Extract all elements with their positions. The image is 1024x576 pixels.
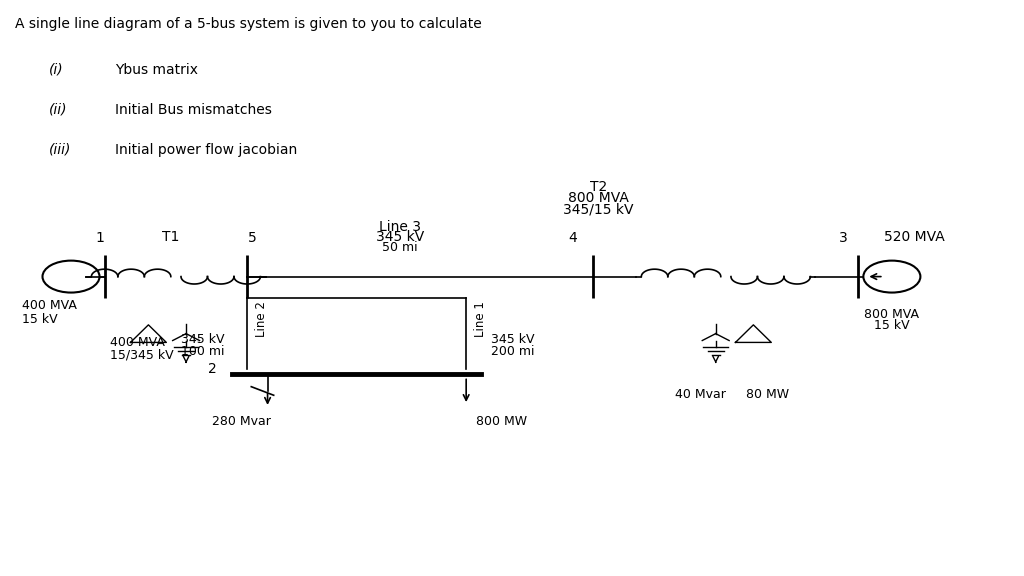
Text: (iii): (iii) <box>48 142 71 157</box>
Text: A single line diagram of a 5-bus system is given to you to calculate: A single line diagram of a 5-bus system … <box>15 17 481 31</box>
Text: 15 kV: 15 kV <box>23 313 57 325</box>
Text: Initial power flow jacobian: Initial power flow jacobian <box>115 142 297 157</box>
Text: 40 Mvar: 40 Mvar <box>675 388 726 401</box>
Text: 345 kV: 345 kV <box>490 333 535 346</box>
Text: 80 MW: 80 MW <box>746 388 790 401</box>
Text: 1: 1 <box>95 231 104 245</box>
Text: 4: 4 <box>568 231 578 245</box>
Text: Initial Bus mismatches: Initial Bus mismatches <box>115 103 271 116</box>
Text: 800 MW: 800 MW <box>476 415 527 427</box>
Text: 800 MVA: 800 MVA <box>568 191 629 205</box>
Text: 200 mi: 200 mi <box>490 346 535 358</box>
Text: 345 kV: 345 kV <box>181 333 224 346</box>
Text: 2: 2 <box>208 362 217 376</box>
Text: 400 MVA: 400 MVA <box>23 300 77 312</box>
Text: Ybus matrix: Ybus matrix <box>115 63 198 77</box>
Text: 50 mi: 50 mi <box>382 241 418 254</box>
Text: Line 1: Line 1 <box>474 301 487 338</box>
Text: 3: 3 <box>839 231 848 245</box>
Text: 520 MVA: 520 MVA <box>884 229 944 244</box>
Text: 345/15 kV: 345/15 kV <box>563 203 634 217</box>
Text: 345 kV: 345 kV <box>376 229 424 244</box>
Text: 15/345 kV: 15/345 kV <box>110 348 173 362</box>
Text: T2: T2 <box>590 180 607 194</box>
Text: 100 mi: 100 mi <box>181 346 224 358</box>
Text: T1: T1 <box>162 229 179 244</box>
Text: (ii): (ii) <box>48 103 68 116</box>
Text: (i): (i) <box>48 63 63 77</box>
Text: 400 MVA: 400 MVA <box>110 336 165 350</box>
Text: Line 2: Line 2 <box>255 301 268 338</box>
Text: Line 3: Line 3 <box>379 220 421 234</box>
Text: 15 kV: 15 kV <box>874 319 909 332</box>
Text: 800 MVA: 800 MVA <box>864 308 920 321</box>
Text: 5: 5 <box>248 231 257 245</box>
Text: 280 Mvar: 280 Mvar <box>212 415 270 427</box>
